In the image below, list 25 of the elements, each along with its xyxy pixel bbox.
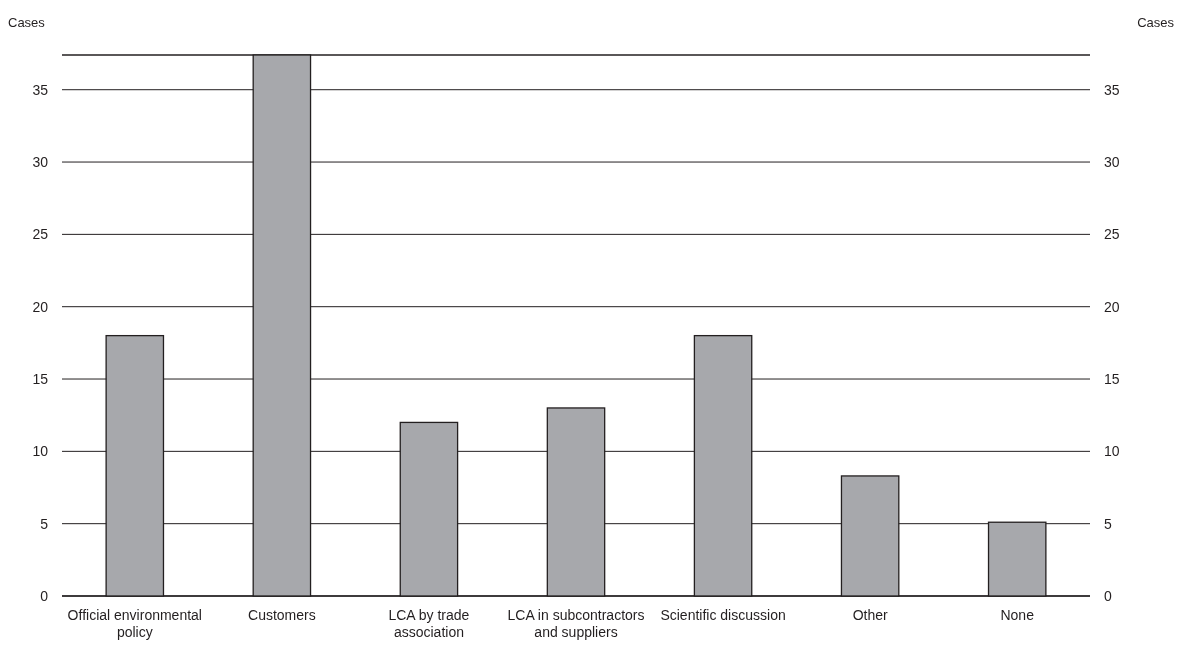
y2-tick-label: 5	[1104, 515, 1112, 532]
y-tick-label: 5	[40, 515, 49, 532]
y2-tick-label: 35	[1104, 81, 1120, 98]
x-tick-label: Other	[852, 607, 888, 623]
y2-tick-label: 15	[1104, 370, 1120, 387]
y-tick-label: 0	[40, 587, 49, 604]
y2-tick-label: 20	[1104, 298, 1120, 315]
x-tick-label: Scientific discussion	[660, 607, 786, 623]
x-tick-label: Official environmental policy	[67, 607, 202, 640]
y2-tick-label: 25	[1104, 226, 1120, 243]
y-tick-label: 20	[32, 298, 49, 315]
y-axis-title: Cases	[8, 15, 46, 30]
x-tick-label: LCA in subcontractors and suppliers	[507, 607, 645, 640]
y2-tick-label: 10	[1104, 443, 1120, 460]
y2-tick-label: 0	[1104, 587, 1112, 604]
y2-tick-label: 30	[1104, 153, 1120, 170]
x-tick-label: None	[1000, 607, 1035, 623]
y-tick-label: 30	[32, 153, 49, 170]
y-tick-label: 25	[32, 226, 49, 243]
y-tick-label: 15	[32, 370, 49, 387]
y-tick-label: 10	[32, 443, 49, 460]
y2-axis-title: Cases	[1137, 15, 1175, 30]
x-tick-label: LCA by trade association	[388, 607, 470, 640]
y-tick-label: 35	[32, 81, 49, 98]
x-tick-label: Customers	[248, 607, 316, 623]
